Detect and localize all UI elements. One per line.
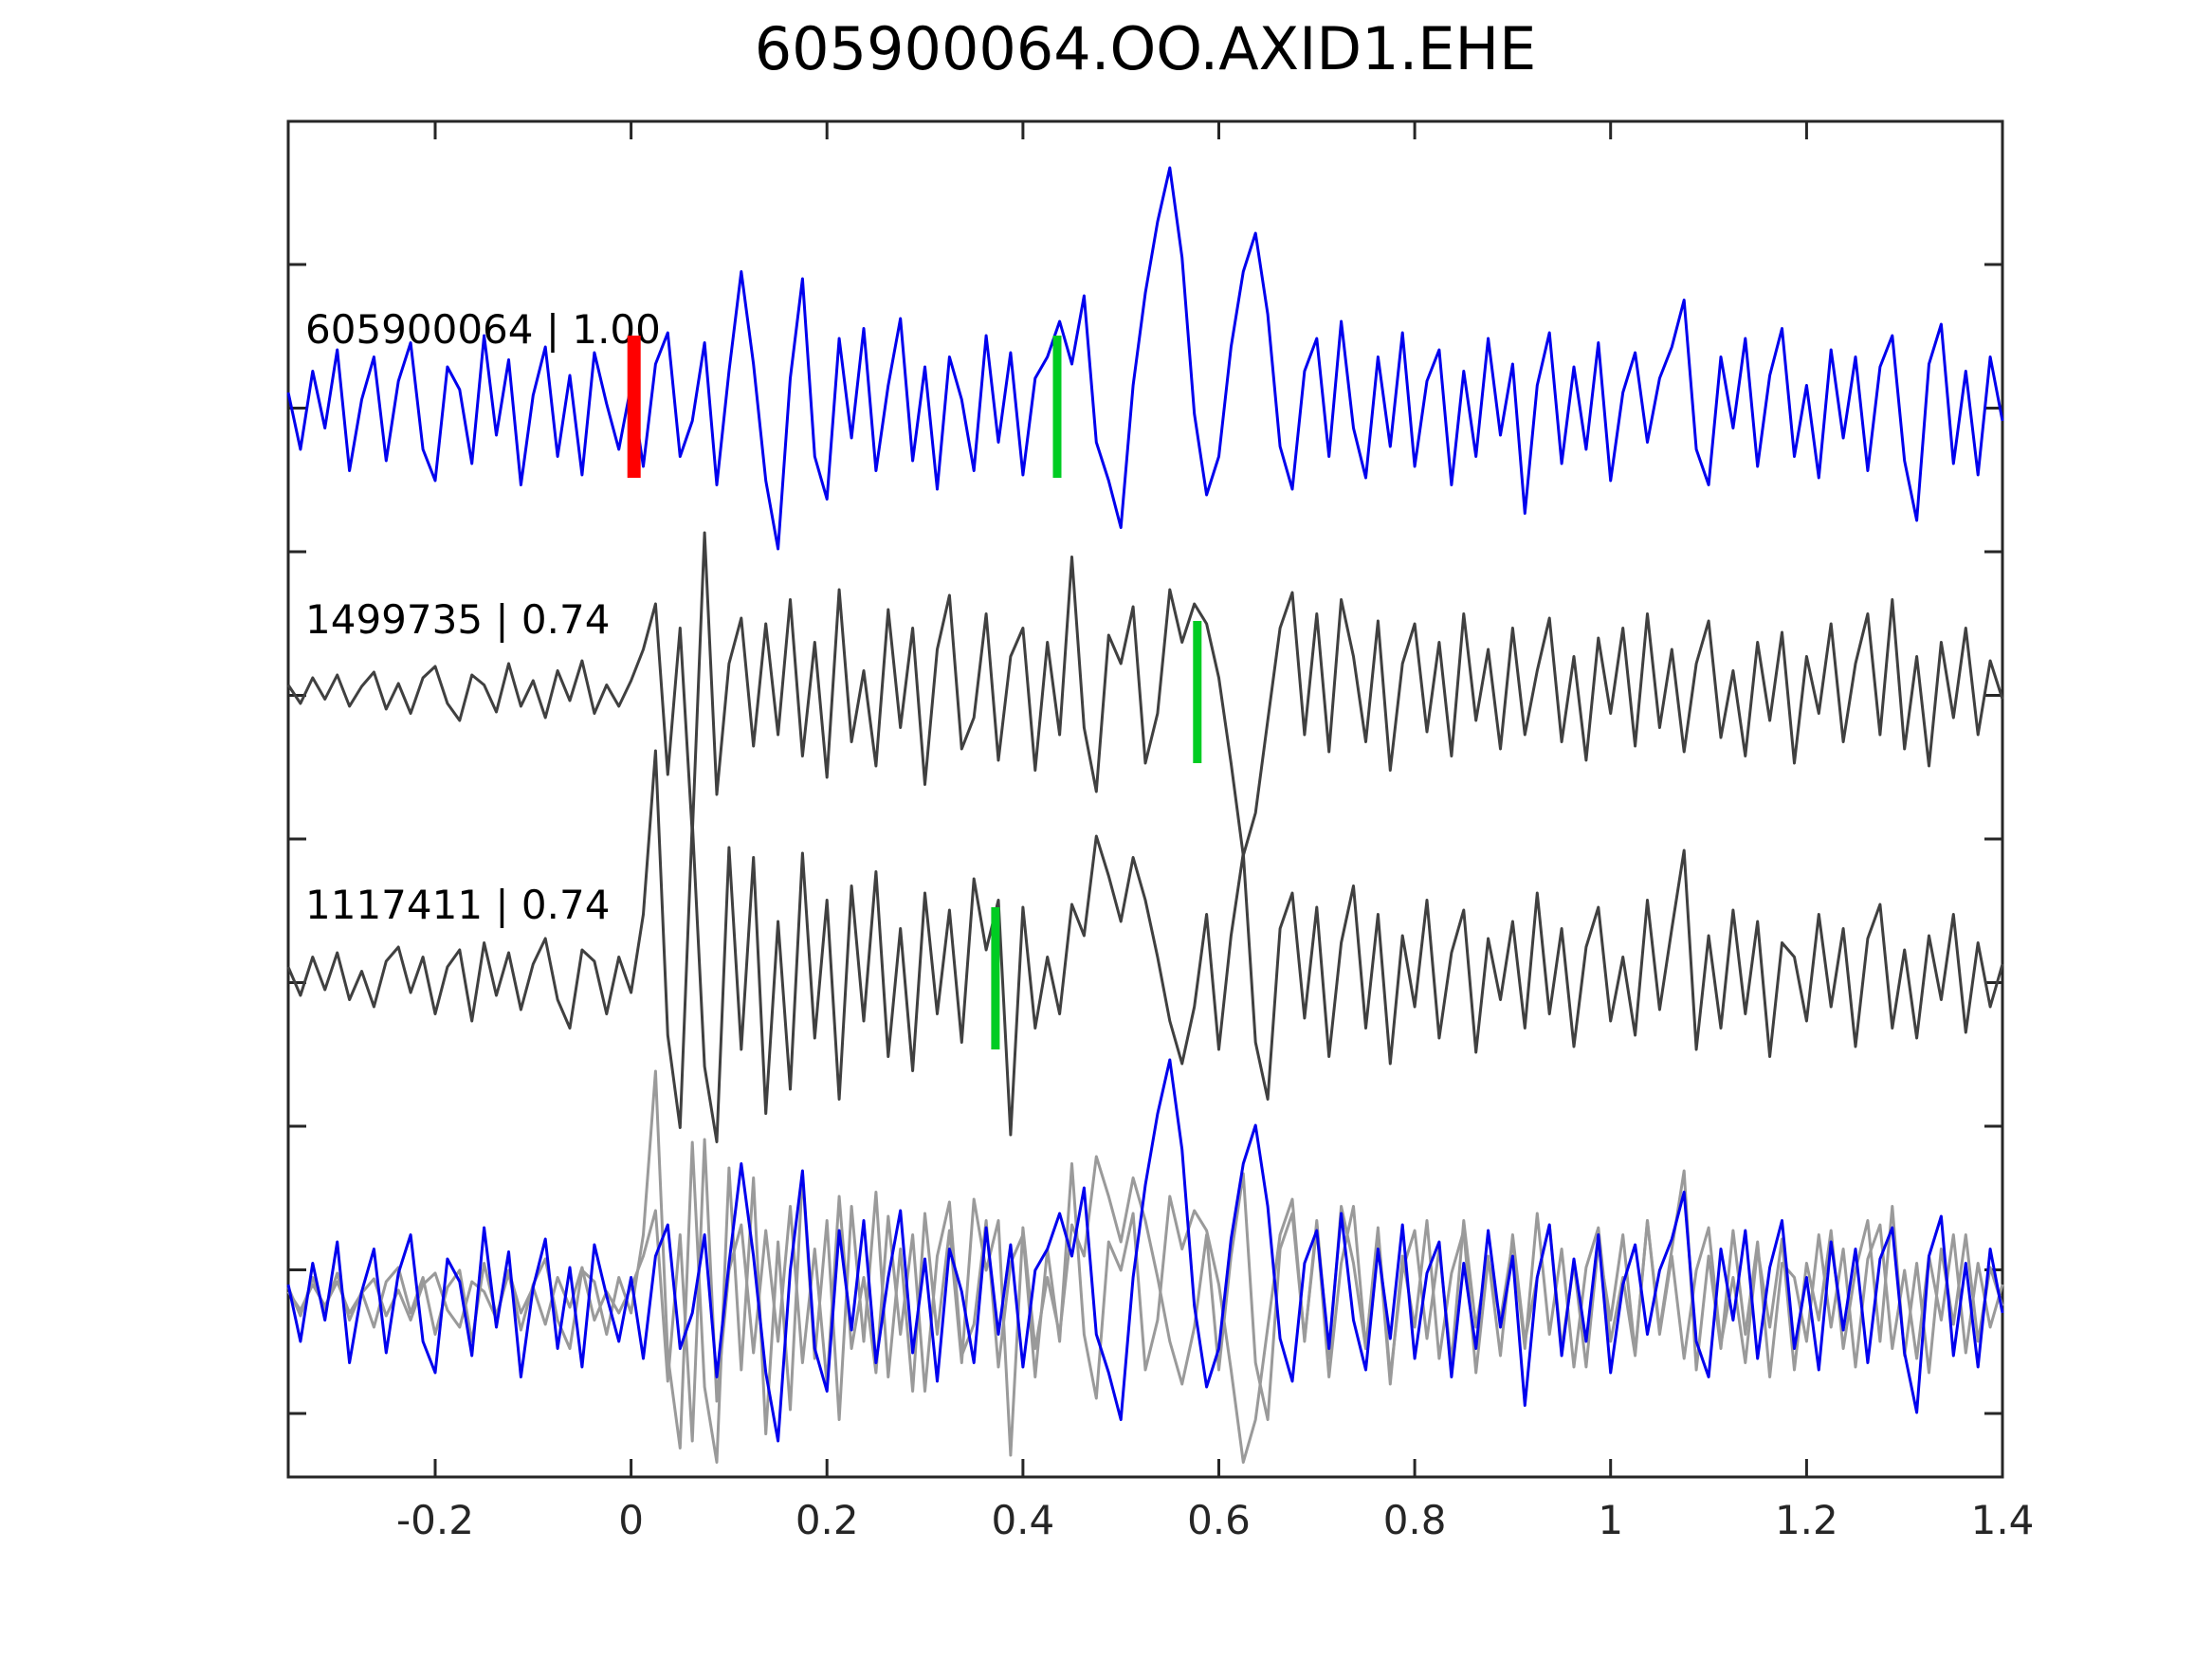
pick-marker-green bbox=[1052, 336, 1062, 478]
x-tick-label-0.4: 0.4 bbox=[991, 1497, 1055, 1543]
x-tick-label-0: 0 bbox=[618, 1497, 644, 1543]
x-tick-label-0.8: 0.8 bbox=[1382, 1497, 1447, 1543]
chart-title: 605900064.OO.AXID1.EHE bbox=[754, 14, 1537, 83]
x-tick-label--0.2: -0.2 bbox=[395, 1497, 474, 1543]
waveform-trace-1117411 bbox=[286, 749, 2004, 1143]
overlay-trace-1117411 bbox=[286, 1069, 2004, 1464]
x-tick-label-0.2: 0.2 bbox=[795, 1497, 859, 1543]
x-tick-label-1.2: 1.2 bbox=[1774, 1497, 1838, 1543]
waveform-trace-1499735 bbox=[286, 531, 2004, 857]
pick-marker-red bbox=[627, 336, 641, 478]
x-tick-label-0.6: 0.6 bbox=[1187, 1497, 1251, 1543]
plot-border bbox=[286, 119, 2004, 1479]
waveform-trace-605900064 bbox=[286, 166, 2004, 551]
x-tick-label-1.4: 1.4 bbox=[1970, 1497, 2035, 1543]
x-tick-label-1: 1 bbox=[1598, 1497, 1624, 1543]
trace-label-1499735: 1499735 | 0.74 bbox=[305, 596, 611, 643]
trace-label-1117411: 1117411 | 0.74 bbox=[305, 882, 611, 928]
pick-marker-green bbox=[1193, 621, 1202, 763]
pick-marker-green bbox=[991, 907, 1000, 1049]
overlay-trace-605900064 bbox=[286, 1058, 2004, 1443]
